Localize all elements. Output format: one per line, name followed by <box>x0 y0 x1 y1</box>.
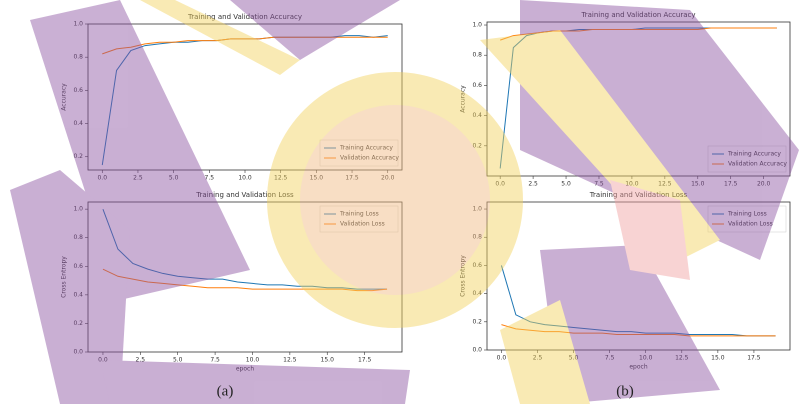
caption: (a) <box>217 383 234 399</box>
x-tick-label: 12.5 <box>283 357 297 364</box>
x-tick-label: 17.5 <box>747 355 761 362</box>
x-tick-label: 15.0 <box>711 355 725 362</box>
x-tick-label: 7.5 <box>210 357 220 364</box>
purple-shape <box>100 360 410 404</box>
x-tick-label: 0.0 <box>497 355 507 362</box>
caption: (b) <box>616 383 634 399</box>
x-tick-label: 5.0 <box>561 181 571 188</box>
x-tick-label: 17.5 <box>358 357 372 364</box>
x-tick-label: 10.0 <box>246 357 260 364</box>
y-tick-label: 0.2 <box>472 318 482 325</box>
x-tick-label: 15.0 <box>321 357 335 364</box>
figure: Training and Validation AccuracyAccuracy… <box>0 0 799 404</box>
y-tick-label: 0.0 <box>472 347 482 354</box>
x-tick-label: 2.5 <box>528 181 538 188</box>
x-tick-label: 10.0 <box>238 175 252 182</box>
y-tick-label: 0.8 <box>472 52 482 59</box>
y-tick-label: 0.6 <box>472 82 482 89</box>
pink-circle <box>300 105 490 295</box>
y-tick-label: 1.0 <box>472 22 482 29</box>
